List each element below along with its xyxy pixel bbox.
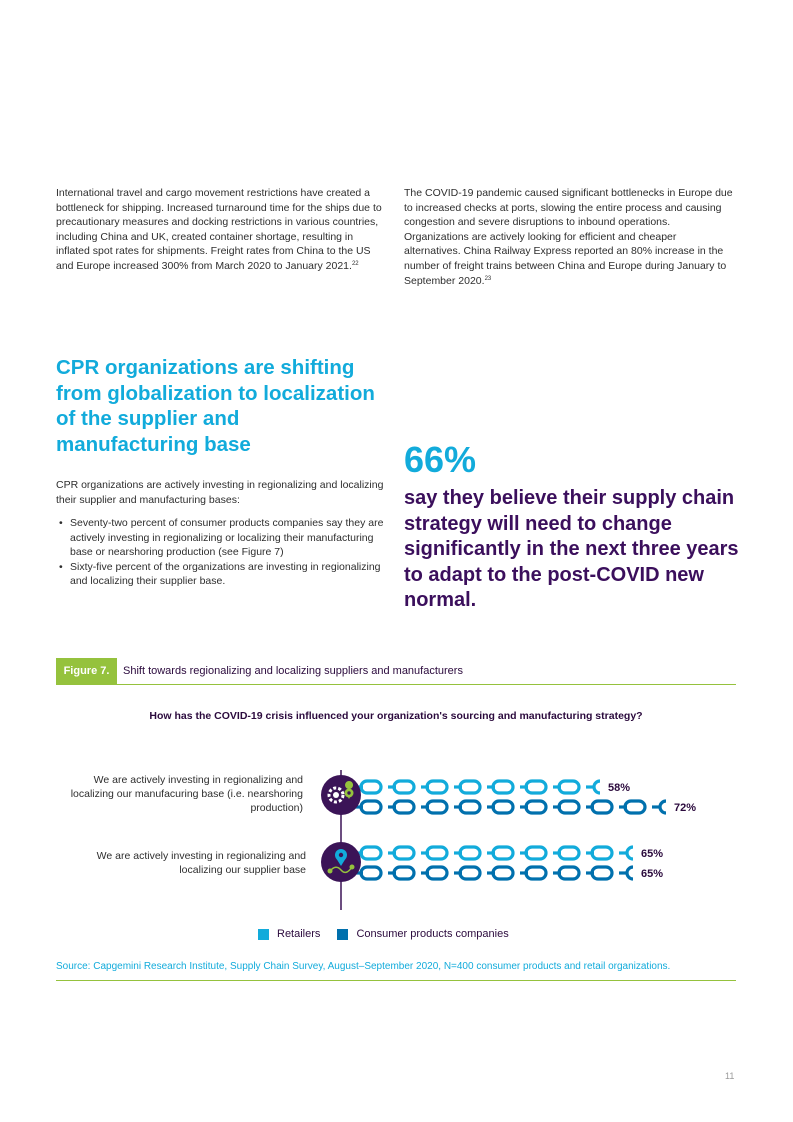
gear-center — [333, 792, 339, 798]
page-number: 11 — [725, 1071, 735, 1081]
legend-swatch — [258, 928, 269, 940]
survey-question: How has the COVID-19 crisis influenced y… — [149, 710, 643, 722]
left-column-paragraph: International travel and cargo movement … — [56, 187, 382, 272]
category-label: We are actively investing in regionalizi… — [96, 850, 306, 876]
intro-paragraph: CPR organizations are actively investing… — [56, 479, 384, 506]
data-label: 65% — [641, 848, 663, 860]
figure-header: Figure 7. Shift towards regionalizing an… — [56, 658, 736, 685]
bullet-item: Seventy-two percent of consumer products… — [56, 516, 388, 560]
stat-text: say they believe their supply chain stra… — [404, 487, 739, 612]
data-label: 58% — [608, 782, 630, 794]
figure-source: Source: Capgemini Research Institute, Su… — [56, 961, 736, 981]
route-start — [327, 868, 333, 874]
footnote-ref: 22 — [351, 260, 359, 267]
legend-item-retailers: Retailers — [258, 928, 320, 940]
legend-label: Retailers — [277, 928, 321, 940]
pin-hole — [347, 791, 351, 795]
legend-item-consumer-products: Consumer products companies — [337, 928, 509, 940]
chain-bar — [355, 865, 634, 881]
section-heading: CPR organizations are shifting from glob… — [56, 356, 375, 456]
chain-bar — [355, 845, 634, 861]
chain-bar — [355, 779, 601, 795]
pin-point — [336, 858, 346, 866]
data-label: 65% — [641, 868, 663, 880]
chain-bar-chart: 58% 72% 65% 65% — [321, 770, 696, 910]
figure-label: Figure 7. — [56, 658, 117, 684]
gear-location-icon — [321, 775, 361, 815]
right-column-paragraph: The COVID-19 pandemic caused significant… — [404, 187, 733, 287]
category-label: We are actively investing in regionalizi… — [70, 774, 303, 814]
route-end — [349, 864, 355, 870]
route-line — [329, 866, 353, 874]
figure-title: Shift towards regionalizing and localizi… — [123, 665, 463, 677]
chain-bar — [355, 799, 667, 815]
pin-hole — [338, 852, 344, 858]
bullet-list: Seventy-two percent of consumer products… — [56, 516, 388, 589]
legend-label: Consumer products companies — [356, 928, 509, 940]
bullet-item: Sixty-five percent of the organizations … — [56, 560, 388, 589]
chart-legend: Retailers Consumer products companies — [258, 928, 523, 943]
data-label: 72% — [674, 802, 696, 814]
legend-swatch — [337, 928, 349, 940]
gear-icon — [327, 786, 345, 804]
footnote-ref: 23 — [484, 275, 492, 282]
stat-number: 66% — [404, 439, 477, 480]
